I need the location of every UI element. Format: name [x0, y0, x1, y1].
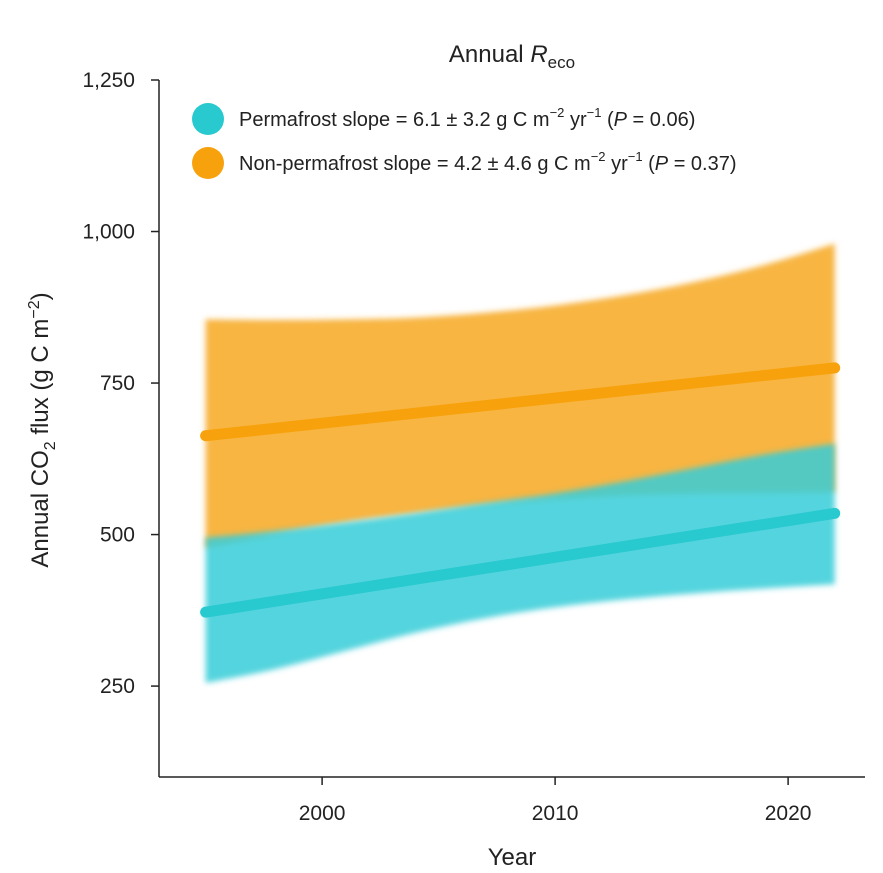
y-tick-label: 1,000 — [82, 221, 135, 244]
legend-swatch-permafrost — [192, 103, 224, 135]
y-tick-label: 1,250 — [82, 69, 135, 92]
y-tick-label: 750 — [100, 372, 135, 395]
trend-line-permafrost — [200, 507, 841, 618]
y-ticks: 250 500 750 1,000 1,250 — [82, 69, 159, 698]
y-tick-label: 500 — [100, 524, 135, 547]
x-tick-label: 2020 — [765, 802, 812, 825]
y-tick-label: 250 — [100, 675, 135, 698]
y-axis-title: Annual CO2 flux (g C m−2) — [26, 292, 59, 567]
legend-item-permafrost: Permafrost slope = 6.1 ± 3.2 g C m−2 yr−… — [192, 103, 695, 135]
legend-item-non-permafrost: Non-permafrost slope = 4.2 ± 4.6 g C m−2… — [192, 147, 737, 179]
legend: Permafrost slope = 6.1 ± 3.2 g C m−2 yr−… — [192, 103, 737, 179]
x-tick-label: 2000 — [299, 802, 346, 825]
x-tick-label: 2010 — [532, 802, 579, 825]
trend-lines — [200, 362, 841, 618]
legend-label-permafrost: Permafrost slope = 6.1 ± 3.2 g C m−2 yr−… — [239, 105, 695, 131]
x-axis-title: Year — [488, 844, 537, 871]
legend-label-non-permafrost: Non-permafrost slope = 4.2 ± 4.6 g C m−2… — [239, 149, 737, 175]
confidence-bands — [205, 243, 835, 684]
x-ticks: 2000 2010 2020 — [299, 777, 812, 825]
chart-title: Annual Reco — [449, 41, 575, 72]
trend-line-non-permafrost — [200, 362, 841, 442]
legend-swatch-non-permafrost — [192, 147, 224, 179]
